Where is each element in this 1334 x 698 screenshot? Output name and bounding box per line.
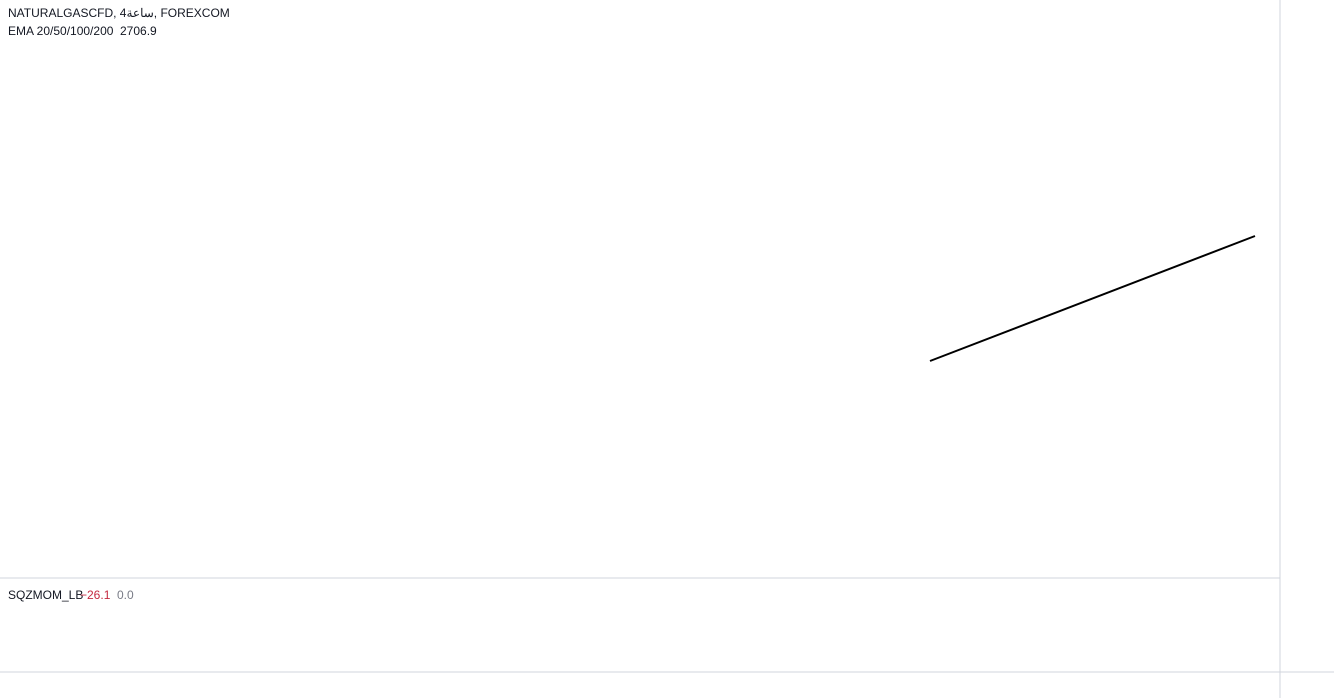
trend-line bbox=[929, 235, 1256, 362]
chart-title: NATURALGASCFD, 4ساعة, FOREXCOM bbox=[8, 6, 230, 20]
ema-name: EMA 20/50/100/200 bbox=[8, 24, 114, 38]
momentum-value: 0.0 bbox=[117, 588, 134, 602]
ema-value: 2706.9 bbox=[120, 24, 157, 38]
momentum-name: SQZMOM_LB bbox=[8, 588, 83, 602]
momentum-value: −26.1 bbox=[80, 588, 111, 602]
